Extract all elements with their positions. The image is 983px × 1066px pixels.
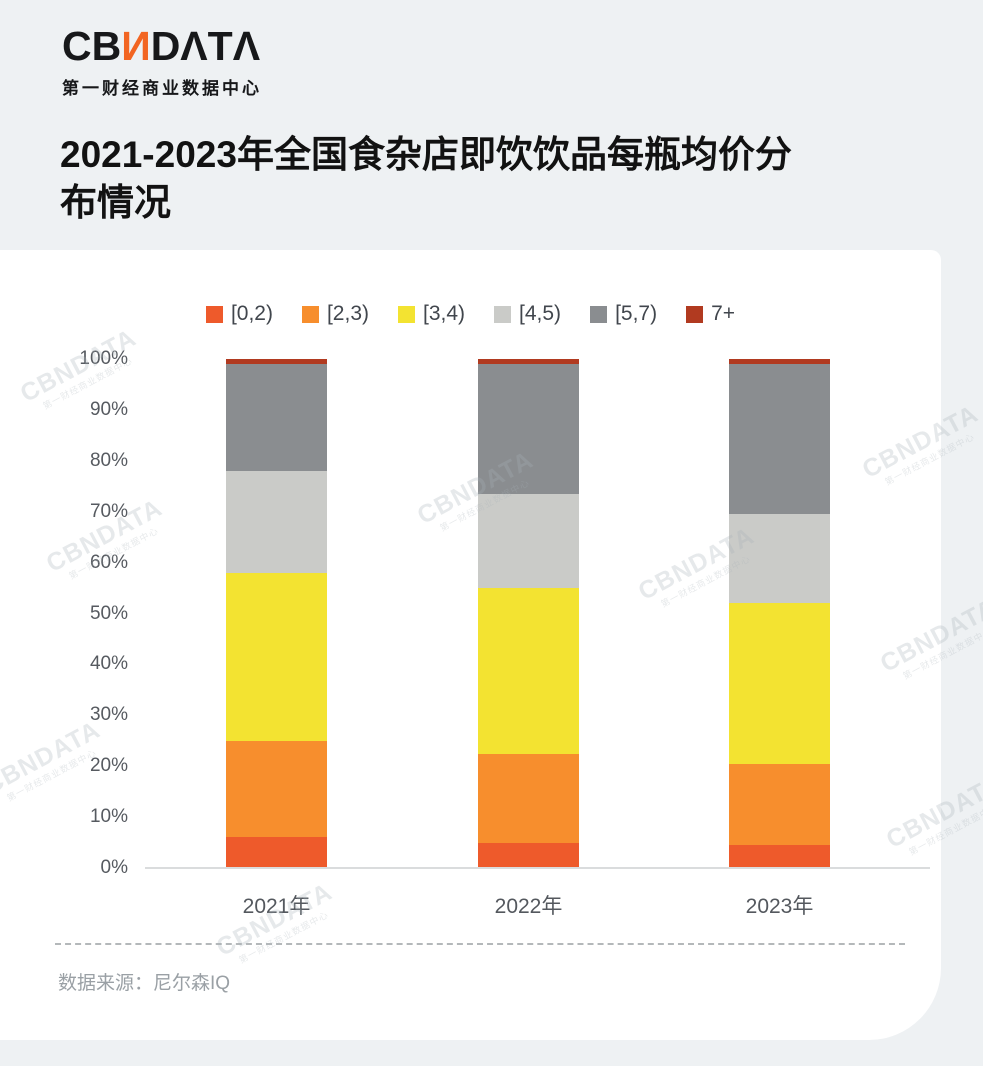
legend-label: [2,3) [326,302,369,325]
plot-area [145,359,930,868]
bar-segment-[0,2) [226,837,327,868]
bar-segment-[5,7) [729,364,830,515]
logo-data: DΛTΛ [150,23,261,69]
cbndata-logo: CBИDΛTΛ 第一财经商业数据中心 [62,26,262,99]
bar-segment-[3,4) [226,572,327,741]
legend-label: [0,2) [230,302,273,325]
y-tick-label: 90% [89,398,128,420]
y-tick-label: 30% [89,704,128,726]
legend-item: [4,5) [494,302,561,326]
x-axis-label: 2023年 [745,895,814,918]
bar-segment-7+ [729,359,830,365]
y-tick-label: 80% [89,449,128,471]
bar-segment-[0,2) [478,842,579,868]
legend-item: 7+ [686,302,735,326]
data-source-label: 数据来源：尼尔森IQ [58,973,231,994]
bar-segment-[3,4) [729,603,830,764]
x-axis-labels: 2021年 2022年 2023年 [145,890,930,918]
legend-label: 7+ [711,302,736,325]
y-tick-label: 40% [89,653,128,675]
chart-legend: [0,2) [2,3) [3,4) [4,5) [5,7) 7+ [0,302,941,326]
y-axis: 100% 90% 80% 70% 60% 50% 40% 30% 20% 10% 0% [0,348,128,878]
page-title: 2021-2023年全国食杂店即饮饮品每瓶均价分布情况 [60,134,792,223]
bar-segment-[4,5) [478,493,579,589]
bar-segment-[5,7) [478,364,579,494]
bar-segment-[4,5) [729,514,830,604]
stacked-bar-2023年 [729,359,830,868]
y-tick-label: 0% [100,857,128,878]
chart-card: [0,2) [2,3) [3,4) [4,5) [5,7) 7+ 100% 90% 80% 70… [0,250,941,1040]
y-tick-label: 70% [89,500,128,522]
bar-segment-[0,2) [729,845,830,868]
y-tick-label: 100% [79,348,128,369]
logo-cb: CB [62,23,122,69]
y-tick-label: 60% [89,551,128,573]
legend-label: [4,5) [519,302,562,325]
legend-swatch-icon [398,305,415,323]
y-tick-label: 20% [89,755,128,777]
bar-segment-7+ [226,359,327,365]
stacked-bar-2021年 [226,359,327,868]
y-tick-label: 10% [89,806,128,828]
bar-segment-7+ [478,359,579,365]
legend-item: [5,7) [590,302,657,326]
legend-swatch-icon [205,305,223,323]
legend-swatch-icon [301,305,319,323]
bar-segment-[2,3) [226,740,327,838]
bar-segment-[2,3) [729,763,830,846]
legend-label: [5,7) [615,302,658,325]
legend-swatch-icon [590,305,608,323]
legend-swatch-icon [686,305,704,323]
logo-wordmark: CBИDΛTΛ [62,26,262,67]
bar-segment-[3,4) [478,588,579,754]
legend-item: [0,2) [205,302,273,326]
stacked-bar-2022年 [478,359,579,868]
legend-item: [2,3) [301,302,369,326]
bar-segment-[5,7) [226,364,327,471]
bar-segment-[2,3) [478,753,579,843]
logo-subtitle: 第一财经商业数据中心 [62,79,262,98]
x-axis-label: 2022年 [494,895,563,918]
legend-swatch-icon [494,305,512,323]
logo-n-icon: И [121,23,151,69]
y-tick-label: 50% [89,602,128,624]
x-axis-label: 2021年 [242,895,311,918]
x-axis-line [145,867,930,869]
legend-label: [3,4) [423,302,466,325]
legend-item: [3,4) [398,302,465,326]
bar-segment-[4,5) [226,471,327,573]
footer-divider [55,943,905,945]
